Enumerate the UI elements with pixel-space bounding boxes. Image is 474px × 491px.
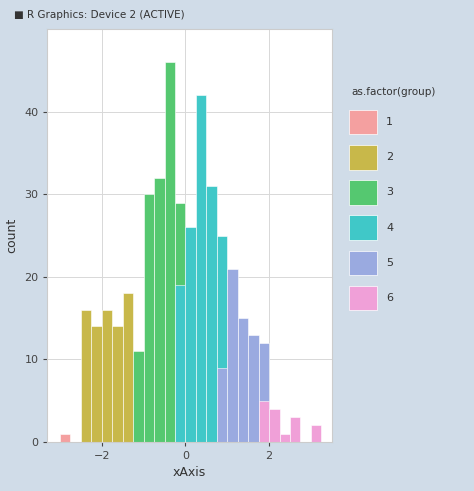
Bar <box>91 327 102 442</box>
Bar <box>217 368 227 442</box>
Bar <box>112 401 123 442</box>
Text: 5: 5 <box>386 258 393 268</box>
Text: as.factor(group): as.factor(group) <box>352 87 436 97</box>
Text: 1: 1 <box>386 117 393 127</box>
Bar <box>280 434 290 442</box>
Bar <box>133 351 144 442</box>
Bar <box>237 318 248 442</box>
Bar <box>60 434 71 442</box>
Bar <box>227 269 237 442</box>
FancyBboxPatch shape <box>349 110 377 135</box>
Text: 2: 2 <box>386 152 393 163</box>
FancyBboxPatch shape <box>349 250 377 275</box>
Text: 3: 3 <box>386 188 393 197</box>
Bar <box>311 425 321 442</box>
Text: ■ R Graphics: Device 2 (ACTIVE): ■ R Graphics: Device 2 (ACTIVE) <box>14 10 185 20</box>
X-axis label: xAxis: xAxis <box>173 466 206 480</box>
Bar <box>290 417 301 442</box>
FancyBboxPatch shape <box>349 180 377 205</box>
Bar <box>175 203 185 442</box>
Bar <box>154 178 164 442</box>
Bar <box>185 227 196 442</box>
FancyBboxPatch shape <box>349 216 377 240</box>
Bar <box>102 310 112 442</box>
Text: 4: 4 <box>386 222 393 233</box>
Bar <box>269 409 280 442</box>
Y-axis label: count: count <box>6 218 18 253</box>
FancyBboxPatch shape <box>349 286 377 310</box>
FancyBboxPatch shape <box>349 145 377 169</box>
Bar <box>206 186 217 442</box>
Bar <box>248 335 259 442</box>
Text: 6: 6 <box>386 293 393 303</box>
Bar <box>112 327 123 442</box>
Bar <box>259 401 269 442</box>
Bar <box>123 417 133 442</box>
Bar <box>164 62 175 442</box>
Bar <box>133 351 144 442</box>
Bar <box>144 194 154 442</box>
Bar <box>175 285 185 442</box>
Bar <box>259 343 269 442</box>
Bar <box>217 236 227 442</box>
Bar <box>81 310 91 442</box>
Bar <box>102 417 112 442</box>
Bar <box>123 294 133 442</box>
Bar <box>196 95 206 442</box>
